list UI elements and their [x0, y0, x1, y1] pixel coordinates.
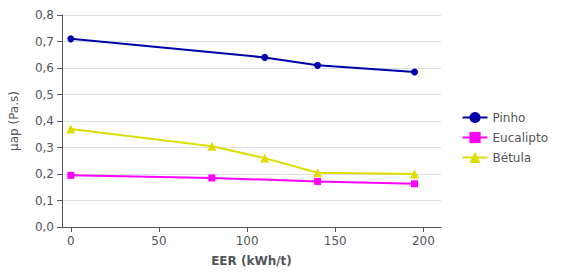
svg-text:0,8: 0,8	[35, 8, 54, 22]
svg-text:100: 100	[236, 234, 259, 248]
svg-text:Eucalipto: Eucalipto	[493, 131, 548, 145]
svg-text:0,0: 0,0	[35, 220, 54, 234]
svg-text:EER (kWh/t): EER (kWh/t)	[211, 254, 292, 268]
svg-text:0,2: 0,2	[35, 167, 54, 181]
svg-text:0,1: 0,1	[35, 194, 54, 208]
svg-text:150: 150	[324, 234, 347, 248]
svg-text:200: 200	[412, 234, 435, 248]
svg-text:0,6: 0,6	[35, 61, 54, 75]
svg-text:µap (Pa.s): µap (Pa.s)	[7, 91, 21, 151]
svg-text:Pinho: Pinho	[493, 111, 526, 125]
svg-text:Bétula: Bétula	[493, 151, 532, 165]
svg-text:0,7: 0,7	[35, 35, 54, 49]
svg-text:0: 0	[67, 234, 75, 248]
svg-text:0,4: 0,4	[35, 114, 54, 128]
svg-text:0,3: 0,3	[35, 141, 54, 155]
svg-text:50: 50	[151, 234, 166, 248]
svg-text:0,5: 0,5	[35, 88, 54, 102]
